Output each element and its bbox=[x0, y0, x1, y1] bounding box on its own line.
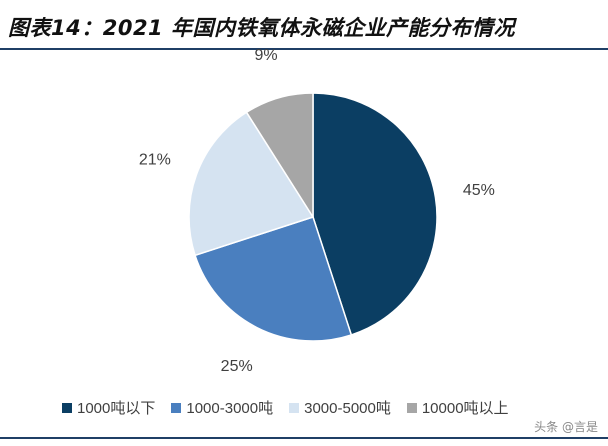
title-rule bbox=[0, 48, 608, 50]
chart-title: 图表14：2021 年国内铁氧体永磁企业产能分布情况 bbox=[8, 16, 515, 40]
data-label-4: 9% bbox=[255, 47, 278, 64]
chart-legend: 1000吨以下 1000-3000吨 3000-5000吨 10000吨以上 bbox=[62, 397, 525, 418]
bottom-rule bbox=[0, 437, 608, 439]
watermark-text: 头条 @言是 bbox=[534, 420, 598, 434]
legend-label-1: 1000吨以下 bbox=[77, 400, 156, 417]
legend-swatch-1 bbox=[62, 402, 72, 413]
pie-slice-3 bbox=[188, 111, 315, 257]
data-label-1: 45% bbox=[463, 182, 495, 199]
legend-swatch-4 bbox=[406, 402, 417, 413]
pie-slice-1 bbox=[312, 92, 438, 336]
legend-label-2: 1000-3000吨 bbox=[186, 400, 274, 417]
legend-item-3: 3000-5000吨 bbox=[289, 397, 391, 418]
legend-label-4: 10000吨以上 bbox=[421, 400, 509, 417]
legend-swatch-3 bbox=[289, 402, 300, 413]
data-label-2: 25% bbox=[221, 358, 253, 375]
legend-item-4: 10000吨以上 bbox=[406, 397, 509, 418]
legend-label-3: 3000-5000吨 bbox=[304, 400, 391, 417]
pie-slice-4 bbox=[245, 92, 314, 220]
legend-item-1: 1000吨以下 bbox=[62, 397, 155, 418]
legend-item-2: 1000-3000吨 bbox=[171, 397, 273, 418]
data-label-3: 21% bbox=[139, 151, 171, 168]
pie-slices bbox=[188, 92, 438, 342]
pie-slice-2 bbox=[194, 216, 353, 342]
pie-labels: 45% 25% 21% 9% bbox=[139, 47, 495, 375]
legend-swatch-2 bbox=[171, 402, 182, 413]
